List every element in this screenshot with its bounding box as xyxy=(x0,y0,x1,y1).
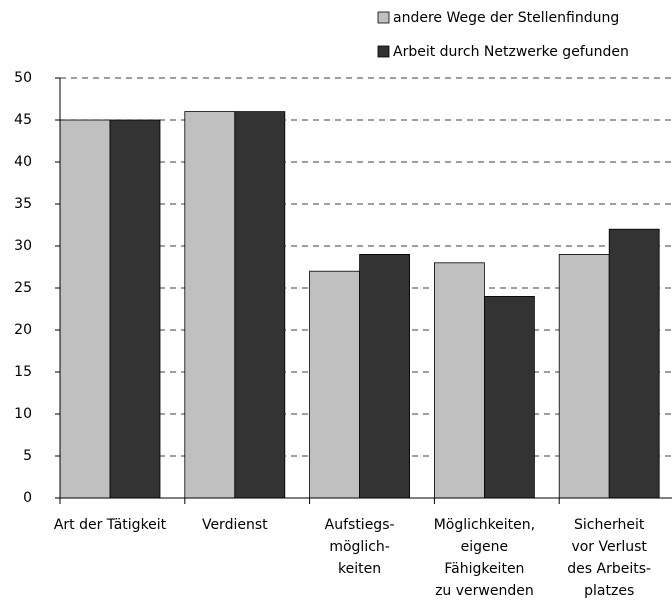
y-tick-label: 50 xyxy=(14,70,32,86)
bar xyxy=(234,111,286,499)
bar xyxy=(109,119,161,499)
x-tick-label: Verdienst xyxy=(202,517,268,533)
bar xyxy=(433,262,485,499)
x-tick-label: vor Verlust xyxy=(571,539,647,555)
y-tick-label: 20 xyxy=(14,322,32,338)
x-tick-label: keiten xyxy=(338,561,381,577)
bar xyxy=(184,111,236,499)
x-tick-label: platzes xyxy=(584,583,634,599)
x-tick-label: Sicherheit xyxy=(574,517,645,533)
bar xyxy=(59,119,111,499)
y-tick-label: 15 xyxy=(14,364,32,380)
x-tick-label: Art der Tätigkeit xyxy=(54,517,167,533)
legend-swatch xyxy=(377,11,390,24)
y-tick-label: 40 xyxy=(14,154,32,170)
bar xyxy=(608,228,660,499)
y-tick-label: 30 xyxy=(14,238,32,254)
bar xyxy=(483,295,535,499)
y-tick-label: 25 xyxy=(14,280,32,296)
bar xyxy=(309,270,361,499)
x-tick-label: eigene xyxy=(461,539,509,555)
y-tick-label: 45 xyxy=(14,112,32,128)
legend-swatch xyxy=(377,45,390,58)
bar xyxy=(558,253,610,499)
y-tick-label: 0 xyxy=(23,490,32,506)
x-tick-label: Fähigkeiten xyxy=(444,561,524,577)
bar xyxy=(359,253,411,499)
x-tick-label: des Arbeits- xyxy=(567,561,651,577)
legend-label: andere Wege der Stellenfindung xyxy=(393,10,619,26)
y-tick-label: 35 xyxy=(14,196,32,212)
x-tick-label: Möglichkeiten, xyxy=(434,517,535,533)
x-tick-label: Aufstiegs- xyxy=(325,517,395,533)
x-tick-label: zu verwenden xyxy=(435,583,534,599)
x-tick-label: möglich- xyxy=(329,539,390,555)
y-tick-label: 5 xyxy=(23,448,32,464)
legend-label: Arbeit durch Netzwerke gefunden xyxy=(393,44,629,60)
y-tick-label: 10 xyxy=(14,406,32,422)
